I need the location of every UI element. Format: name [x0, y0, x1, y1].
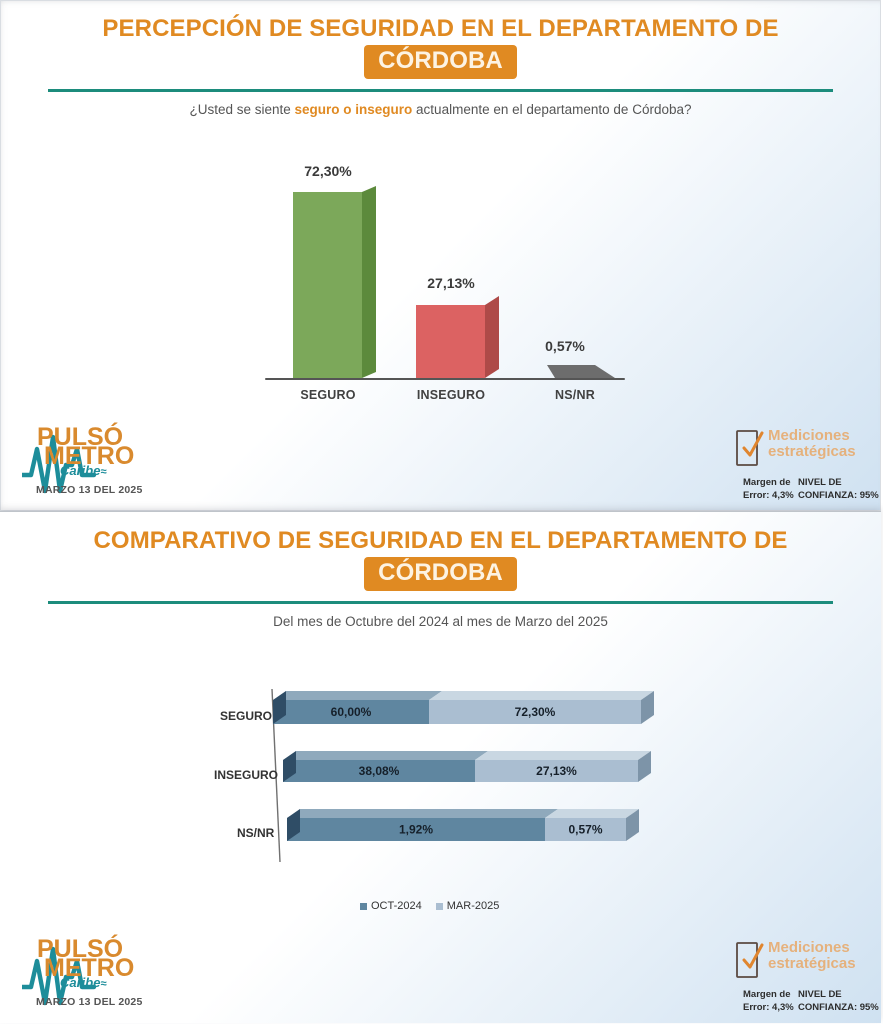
svg-text:0,57%: 0,57% — [568, 823, 602, 837]
svg-text:72,30%: 72,30% — [515, 705, 556, 719]
svg-text:38,08%: 38,08% — [359, 764, 400, 778]
svg-text:1,92%: 1,92% — [399, 823, 433, 837]
svg-text:60,00%: 60,00% — [331, 705, 372, 719]
svg-text:27,13%: 27,13% — [536, 764, 577, 778]
